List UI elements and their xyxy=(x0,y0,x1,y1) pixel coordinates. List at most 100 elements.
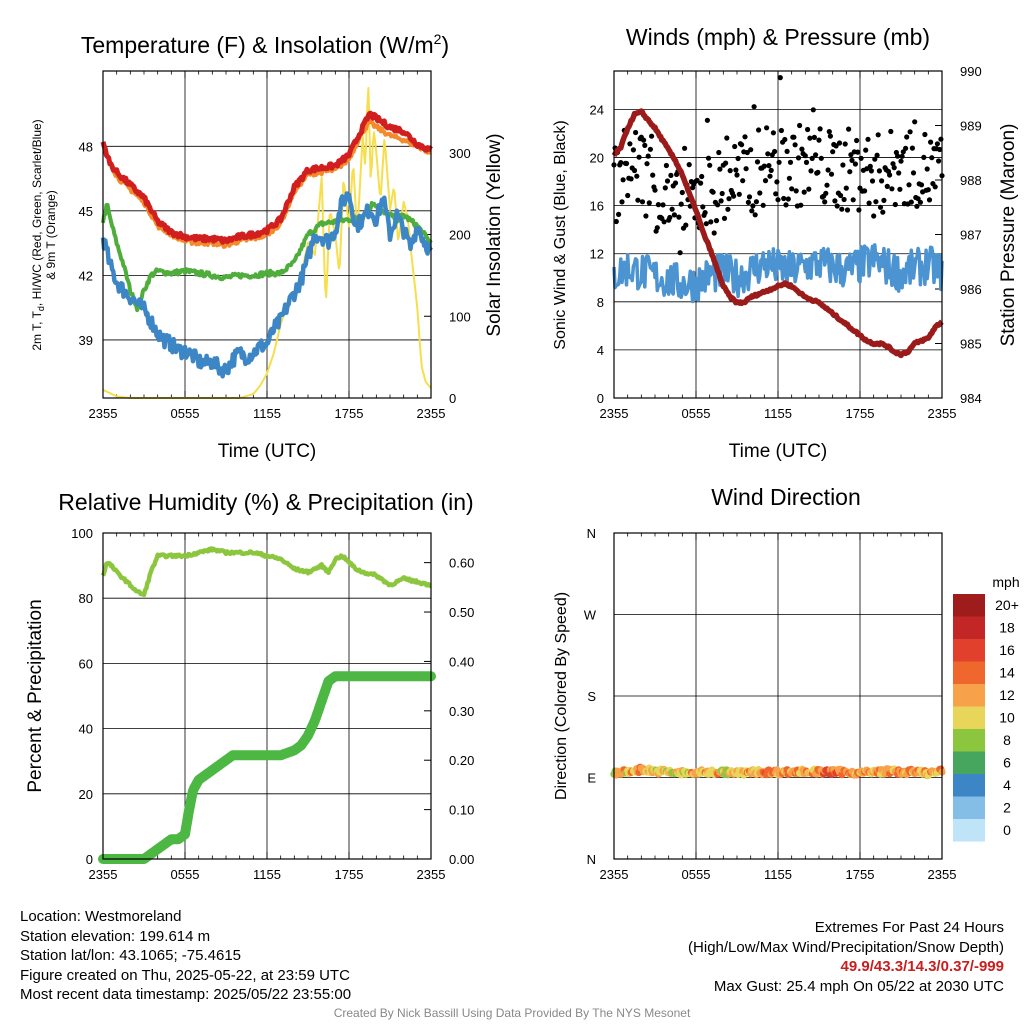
y-tick-label: 0 xyxy=(86,852,93,867)
gust-point xyxy=(764,125,770,131)
location-text: Location: Westmoreland xyxy=(20,908,182,925)
gust-point xyxy=(934,141,941,147)
legend-swatch xyxy=(953,729,985,752)
gust-point xyxy=(937,146,943,153)
x-tick-label: 0555 xyxy=(171,867,200,882)
gust-point xyxy=(840,162,846,168)
x-tick-label: 2355 xyxy=(928,406,957,421)
gust-point xyxy=(772,148,778,155)
legend-swatch xyxy=(953,684,985,707)
legend-label: 12 xyxy=(999,687,1015,703)
gust-point xyxy=(699,173,705,180)
gust-point xyxy=(899,153,905,159)
gust-point xyxy=(616,211,622,217)
x-tick-label: 0555 xyxy=(682,406,711,421)
gust-point xyxy=(753,199,760,205)
gust-point xyxy=(628,176,634,182)
y-tick-label: 8 xyxy=(597,295,604,310)
gust-point xyxy=(619,199,625,205)
winds-panel: 2355 0555 1155 1755 235504812162024984985986… xyxy=(552,24,1019,462)
gust-point xyxy=(856,207,862,213)
gust-point xyxy=(838,192,844,199)
y-tick-label: 39 xyxy=(79,333,93,348)
gust-point xyxy=(816,137,822,143)
gust-point xyxy=(711,230,717,236)
gust-point xyxy=(792,142,798,148)
y-tick-label: N xyxy=(587,852,596,867)
gust-point xyxy=(784,148,790,154)
gust-point xyxy=(850,197,856,203)
y-tick-label: 12 xyxy=(590,247,604,262)
y-axis-label-line2: & 9m T (Orange) xyxy=(44,190,58,280)
gust-point xyxy=(757,190,763,196)
gust-point xyxy=(668,172,674,178)
gust-point xyxy=(661,219,667,225)
y2-axis-label: Station Pressure (Maroon) xyxy=(998,124,1019,347)
gust-point xyxy=(802,153,808,159)
gust-point xyxy=(717,166,723,172)
gust-point xyxy=(679,189,685,196)
gust-point xyxy=(826,129,832,135)
gust-point xyxy=(797,122,803,129)
gust-point xyxy=(767,173,773,179)
x-tick-label: 1755 xyxy=(335,406,364,421)
gust-point xyxy=(832,198,838,204)
x-tick-label: 1155 xyxy=(764,406,792,421)
y2-tick-label: 0.30 xyxy=(449,704,474,719)
y2-tick-label: 200 xyxy=(449,228,471,243)
gust-point xyxy=(704,117,711,123)
gust-point xyxy=(811,134,818,140)
gust-point xyxy=(773,191,779,197)
latlon-text: Station lat/lon: 43.1065; -75.4615 xyxy=(20,947,242,964)
gust-point xyxy=(793,188,799,194)
x-tick-label: 1755 xyxy=(846,867,875,882)
gust-point xyxy=(781,195,787,202)
gust-point xyxy=(848,152,854,158)
gust-point xyxy=(924,166,930,172)
y-tick-label: 60 xyxy=(79,656,93,671)
y-tick-label: 45 xyxy=(79,204,93,219)
gust-point xyxy=(669,206,675,212)
y-label-part: 2m T, T xyxy=(30,310,44,350)
gust-point xyxy=(907,129,913,135)
y-label-part: , HI/WC (Red, Green, Scarlet/Blue) xyxy=(30,119,44,306)
gust-point xyxy=(746,194,753,200)
x-tick-label: 2355 xyxy=(89,406,118,421)
legend-swatch xyxy=(953,661,985,684)
gust-point xyxy=(906,182,912,188)
gust-point xyxy=(654,225,660,231)
x-tick-label: 2355 xyxy=(928,867,957,882)
gust-point xyxy=(846,126,852,132)
gust-point xyxy=(809,155,815,161)
station-info: Location: Westmoreland Station elevation… xyxy=(20,907,351,1005)
speed-legend: mph 20+ 18 16 14 12 10 8 6 4 2 0 xyxy=(953,574,1020,842)
gust-point xyxy=(874,152,880,158)
gust-point xyxy=(641,137,647,143)
gust-point xyxy=(631,167,638,174)
gust-point xyxy=(854,137,860,144)
legend-swatch xyxy=(953,796,985,819)
gust-point xyxy=(922,131,928,138)
gust-point xyxy=(734,172,740,178)
x-axis-label: Time (UTC) xyxy=(729,441,828,462)
gust-point xyxy=(843,185,849,191)
gust-point xyxy=(914,203,920,209)
gust-point xyxy=(752,212,758,218)
gust-point xyxy=(868,168,875,174)
gust-point xyxy=(842,141,848,147)
gust-point xyxy=(660,202,666,208)
title-superscript: 2 xyxy=(434,31,442,47)
gust-point xyxy=(682,145,688,151)
gust-point xyxy=(770,130,777,136)
gust-point xyxy=(807,135,813,141)
gust-point xyxy=(855,149,861,155)
gust-point xyxy=(707,162,713,168)
gust-point xyxy=(818,155,824,161)
gust-point xyxy=(671,212,678,218)
x-axis-label: Time (UTC) xyxy=(218,441,317,462)
gust-point xyxy=(917,199,924,205)
gust-point xyxy=(888,128,894,135)
gust-point xyxy=(740,178,746,184)
plot-frame xyxy=(102,532,432,860)
temperature-panel: 2355 0555 1155 1755 2355 39 42 45 48 0 100 200 300 Te… xyxy=(30,31,505,462)
